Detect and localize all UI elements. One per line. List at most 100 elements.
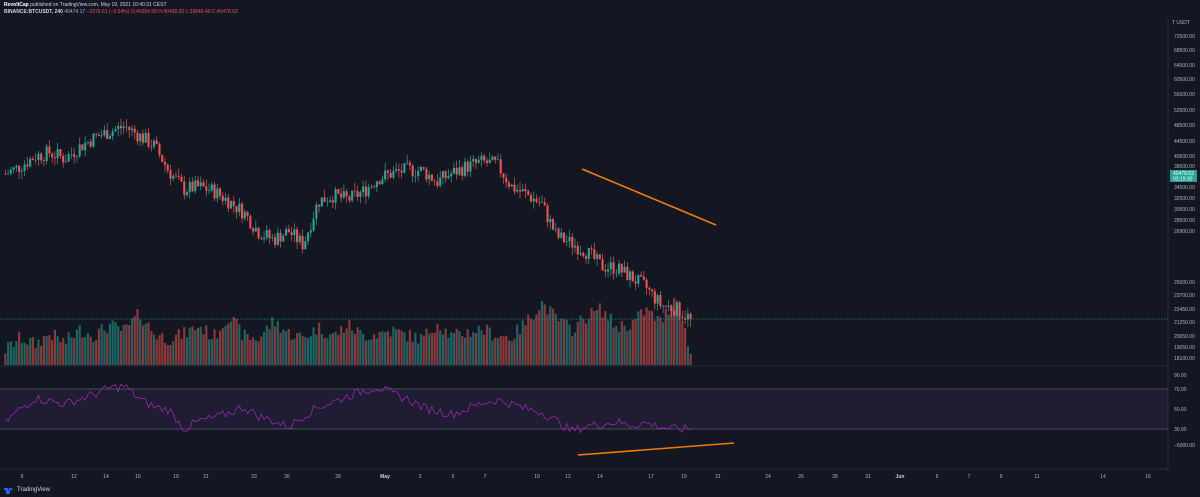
volume-bar: [97, 328, 101, 365]
volume-bar: [56, 336, 59, 365]
volume-bar: [15, 341, 18, 365]
candle-body: [662, 305, 665, 307]
volume-bar: [287, 329, 290, 365]
candle-body: [114, 128, 117, 132]
candle-body: [26, 164, 29, 167]
candle-body: [133, 128, 136, 133]
volume-bar: [273, 326, 277, 365]
candle-body: [268, 230, 271, 239]
candle-body: [480, 155, 483, 160]
price-trendline[interactable]: [581, 168, 717, 226]
candle-body: [180, 176, 183, 182]
volume-bar: [584, 323, 588, 365]
candle-body: [207, 190, 211, 192]
volume-bar: [246, 333, 249, 365]
volume-bar: [532, 319, 535, 365]
time-axis-label: 21: [203, 474, 209, 480]
volume-bar: [37, 339, 40, 365]
volume-bar: [166, 344, 169, 365]
candle-body: [56, 149, 59, 159]
volume-bar: [513, 338, 516, 365]
volume-bar: [284, 331, 288, 365]
volume-bar: [507, 340, 511, 365]
rsi-trendline[interactable]: [577, 442, 735, 456]
candle-body: [279, 232, 282, 242]
volume-bar: [177, 329, 180, 365]
candle-body: [521, 189, 524, 192]
volume-bar: [400, 330, 403, 365]
chart-header: RevoltCap published on TradingView.com, …: [4, 2, 704, 18]
volume-bar: [117, 326, 120, 365]
volume-bar: [356, 327, 359, 365]
volume-bar: [92, 342, 95, 365]
candle-body: [455, 167, 458, 175]
current-price-tag: 40478.63 03:19:30: [1170, 170, 1197, 183]
price-axis-label: 34500.00: [1174, 185, 1195, 191]
volume-bar: [306, 338, 310, 365]
volume-bar: [595, 309, 599, 365]
volume-bar: [320, 334, 323, 365]
volume-bar: [45, 336, 48, 365]
volume-bar: [31, 337, 34, 365]
candle-body: [419, 166, 422, 171]
volume-bar: [488, 327, 491, 365]
candle-body: [152, 140, 156, 147]
candle-body: [686, 313, 689, 320]
candle-body: [565, 241, 568, 242]
candle-body: [389, 172, 392, 178]
candle-body: [51, 153, 54, 158]
candle-body: [84, 142, 87, 151]
volume-bar: [425, 328, 428, 365]
time-axis-label: 16: [135, 474, 141, 480]
price-axis-label: 40500.00: [1174, 154, 1195, 160]
candle-body: [604, 270, 607, 272]
candle-body: [601, 259, 604, 271]
brand-label: TradingView: [17, 487, 51, 493]
candle-body: [249, 215, 252, 229]
time-axis[interactable]: 9 12 14 16 19 21 23 26 28 May 3 5 7 10 12 14 17 19 21 24 26 2…: [21, 474, 1151, 480]
candle-body: [301, 235, 304, 250]
candle-body: [67, 154, 70, 162]
price-axis-label: 52500.00: [1174, 108, 1195, 114]
candle-body: [450, 173, 453, 177]
price-axis-label: 18100.00: [1174, 356, 1195, 362]
volume-bar: [675, 304, 678, 365]
candle-body: [326, 201, 329, 203]
volume-bar: [70, 337, 73, 365]
candle-body: [367, 187, 370, 197]
candle-body: [648, 287, 651, 290]
volume-bar: [155, 339, 158, 365]
candle-body: [406, 162, 409, 164]
volume-bar: [436, 324, 439, 365]
volume-bar: [678, 316, 681, 365]
volume-bar: [606, 320, 610, 365]
time-axis-label: 9: [1000, 474, 1003, 480]
volume-bar: [315, 334, 318, 365]
candle-body: [304, 241, 307, 250]
price-axis-label: 26900.00: [1174, 229, 1195, 235]
volume-bar: [461, 336, 464, 365]
candle-body: [439, 177, 442, 186]
candle-body: [557, 228, 560, 238]
candle-body: [9, 169, 12, 174]
candle-body: [158, 143, 161, 155]
candle-body: [596, 254, 599, 259]
volume-bar: [128, 325, 131, 365]
candle-body: [560, 232, 563, 238]
volume-bar: [587, 319, 590, 365]
volume-bar: [130, 318, 134, 365]
volume-bar: [518, 334, 522, 365]
candle-body: [629, 271, 632, 281]
time-axis-label: Jun: [896, 474, 905, 480]
candle-body: [320, 197, 323, 207]
candle-body: [428, 174, 431, 180]
rsi-axis[interactable]: 90.00 70.00 50.00 30.00 −6000.00: [1174, 373, 1195, 449]
volume-bar: [111, 320, 114, 365]
rsi-line: [5, 383, 691, 434]
candle-body: [640, 275, 643, 277]
candle-body: [618, 263, 621, 274]
candle-body: [447, 176, 450, 179]
time-axis-label: 26: [284, 474, 290, 480]
